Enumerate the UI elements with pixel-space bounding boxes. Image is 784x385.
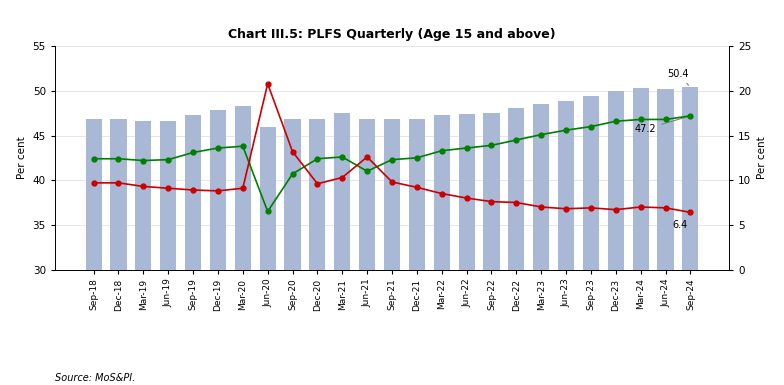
Unemployment rate (RHS) bbox=[313, 181, 322, 186]
Bar bbox=[285, 119, 300, 270]
Bar bbox=[260, 127, 276, 270]
Worker population ratio bbox=[462, 146, 471, 150]
Text: 47.2: 47.2 bbox=[635, 117, 688, 134]
Worker population ratio bbox=[164, 157, 173, 162]
Bar bbox=[459, 114, 474, 270]
Worker population ratio bbox=[213, 146, 223, 150]
Unemployment rate (RHS) bbox=[512, 200, 521, 205]
Worker population ratio bbox=[512, 138, 521, 142]
Unemployment rate (RHS) bbox=[89, 181, 98, 185]
Y-axis label: Per cent: Per cent bbox=[757, 136, 767, 179]
Bar bbox=[608, 91, 624, 270]
Line: Worker population ratio: Worker population ratio bbox=[91, 114, 693, 214]
Bar bbox=[359, 119, 376, 270]
Unemployment rate (RHS) bbox=[412, 185, 422, 190]
Title: Chart III.5: PLFS Quarterly (Age 15 and above): Chart III.5: PLFS Quarterly (Age 15 and … bbox=[228, 28, 556, 41]
Worker population ratio bbox=[437, 148, 446, 153]
Worker population ratio bbox=[586, 124, 596, 129]
Worker population ratio bbox=[188, 150, 198, 155]
Bar bbox=[160, 121, 176, 270]
Worker population ratio bbox=[362, 169, 372, 174]
Unemployment rate (RHS) bbox=[213, 189, 223, 193]
Unemployment rate (RHS) bbox=[238, 186, 248, 191]
Worker population ratio bbox=[412, 156, 422, 160]
Unemployment rate (RHS) bbox=[586, 206, 596, 210]
Bar bbox=[185, 115, 201, 270]
Text: 50.4: 50.4 bbox=[667, 69, 688, 85]
Bar bbox=[136, 121, 151, 270]
Worker population ratio bbox=[686, 114, 695, 118]
Text: Source: MoS&PI.: Source: MoS&PI. bbox=[55, 373, 135, 383]
Unemployment rate (RHS) bbox=[362, 155, 372, 159]
Worker population ratio bbox=[611, 119, 620, 124]
Bar bbox=[484, 113, 499, 270]
Unemployment rate (RHS) bbox=[139, 184, 148, 189]
Worker population ratio bbox=[661, 117, 670, 122]
Worker population ratio bbox=[263, 209, 272, 214]
Unemployment rate (RHS) bbox=[188, 188, 198, 192]
Bar bbox=[682, 87, 699, 270]
Unemployment rate (RHS) bbox=[661, 206, 670, 210]
Bar bbox=[658, 89, 673, 270]
Unemployment rate (RHS) bbox=[636, 205, 645, 209]
Worker population ratio bbox=[338, 155, 347, 159]
Bar bbox=[434, 115, 450, 270]
Unemployment rate (RHS) bbox=[114, 181, 123, 185]
Worker population ratio bbox=[387, 157, 397, 162]
Unemployment rate (RHS) bbox=[561, 206, 571, 211]
Y-axis label: Per cent: Per cent bbox=[17, 136, 27, 179]
Bar bbox=[334, 113, 350, 270]
Unemployment rate (RHS) bbox=[338, 175, 347, 180]
Unemployment rate (RHS) bbox=[536, 205, 546, 209]
Worker population ratio bbox=[561, 128, 571, 132]
Unemployment rate (RHS) bbox=[462, 196, 471, 200]
Worker population ratio bbox=[487, 143, 496, 148]
Bar bbox=[558, 101, 574, 270]
Unemployment rate (RHS) bbox=[686, 210, 695, 215]
Worker population ratio bbox=[313, 156, 322, 161]
Bar bbox=[384, 119, 400, 270]
Text: 6.4: 6.4 bbox=[673, 221, 688, 230]
Bar bbox=[533, 104, 550, 270]
Bar bbox=[85, 119, 102, 270]
Unemployment rate (RHS) bbox=[164, 186, 173, 191]
Bar bbox=[210, 110, 226, 270]
Worker population ratio bbox=[636, 117, 645, 122]
Worker population ratio bbox=[139, 158, 148, 163]
Unemployment rate (RHS) bbox=[611, 208, 620, 212]
Bar bbox=[583, 96, 599, 270]
Worker population ratio bbox=[238, 144, 248, 149]
Bar bbox=[234, 106, 251, 270]
Worker population ratio bbox=[89, 156, 98, 161]
Worker population ratio bbox=[114, 156, 123, 161]
Unemployment rate (RHS) bbox=[387, 180, 397, 184]
Worker population ratio bbox=[288, 172, 297, 176]
Unemployment rate (RHS) bbox=[487, 199, 496, 204]
Bar bbox=[408, 119, 425, 270]
Line: Unemployment rate (RHS): Unemployment rate (RHS) bbox=[91, 81, 693, 215]
Bar bbox=[310, 119, 325, 270]
Unemployment rate (RHS) bbox=[437, 191, 446, 196]
Bar bbox=[111, 119, 126, 270]
Unemployment rate (RHS) bbox=[263, 81, 272, 86]
Bar bbox=[508, 108, 524, 270]
Bar bbox=[633, 88, 648, 270]
Unemployment rate (RHS) bbox=[288, 149, 297, 154]
Worker population ratio bbox=[536, 132, 546, 137]
